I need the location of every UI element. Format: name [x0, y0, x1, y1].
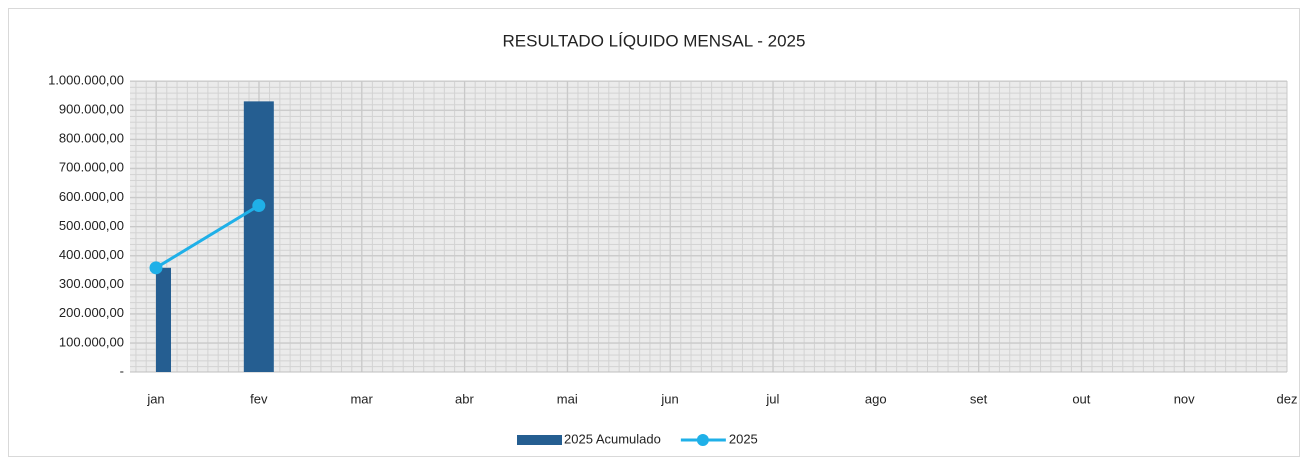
line-marker — [252, 199, 266, 213]
chart-title: RESULTADO LÍQUIDO MENSAL - 2025 — [503, 31, 806, 50]
y-tick-label: 600.000,00 — [59, 189, 124, 204]
x-tick-label: jun — [660, 391, 678, 406]
legend-marker — [696, 434, 709, 446]
x-tick-label: nov — [1174, 391, 1195, 406]
x-tick-label: dez — [1277, 391, 1298, 406]
x-tick-label: set — [970, 391, 988, 406]
marks — [156, 101, 274, 372]
y-tick-label: 400.000,00 — [59, 247, 124, 262]
x-tick-label: jul — [765, 391, 779, 406]
y-tick-label: 300.000,00 — [59, 276, 124, 291]
y-tick-label: 700.000,00 — [59, 160, 124, 175]
x-tick-label: ago — [865, 391, 887, 406]
legend-label: 2025 Acumulado — [564, 431, 661, 446]
y-tick-label: 800.000,00 — [59, 131, 124, 146]
x-tick-label: fev — [250, 391, 268, 406]
overlay: - 100.000,00 200.000,00 300.000,00 400.000,0… — [48, 72, 1297, 446]
x-tick-label: abr — [455, 391, 474, 406]
bar — [243, 101, 274, 372]
y-tick-label: 500.000,00 — [59, 218, 124, 233]
bar — [156, 267, 171, 372]
legend-label: 2025 — [729, 431, 758, 446]
line — [155, 204, 260, 270]
line-marker — [149, 261, 163, 275]
y-tick-label: 200.000,00 — [59, 305, 124, 320]
x-tick-label: jan — [146, 391, 164, 406]
x-tick-label: out — [1072, 391, 1090, 406]
legend-swatch — [517, 435, 562, 445]
y-tick-label: - — [120, 363, 124, 378]
y-tick-label: 100.000,00 — [59, 334, 124, 349]
y-tick-label: 1.000.000,00 — [48, 72, 124, 87]
x-tick-label: mai — [557, 391, 578, 406]
y-tick-label: 900.000,00 — [59, 102, 124, 117]
x-tick-label: mar — [350, 391, 373, 406]
